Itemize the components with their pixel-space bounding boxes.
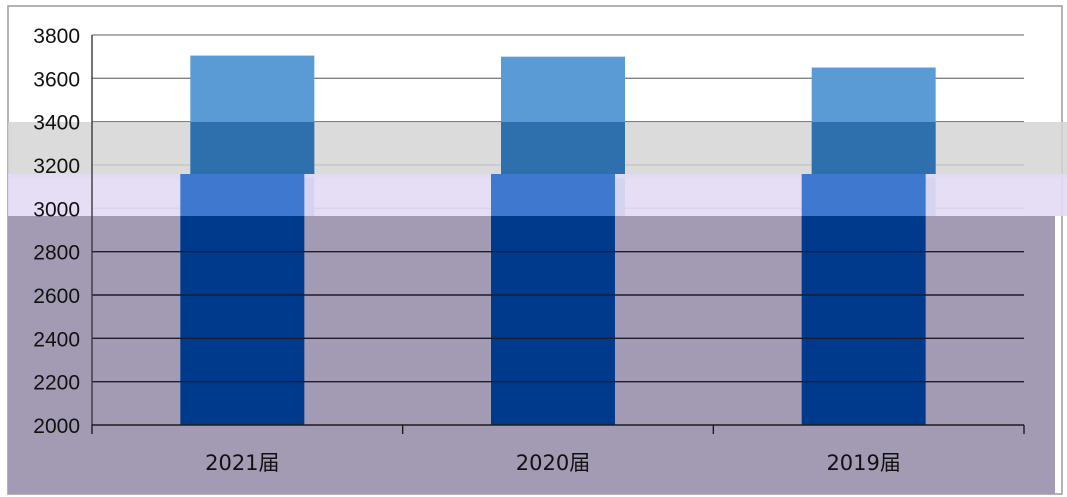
x-tick-label: 2019届 (826, 451, 900, 475)
bar-shade (180, 216, 305, 425)
bar-shade (801, 216, 926, 425)
x-tick-label: 2020届 (516, 451, 590, 475)
y-tick-label: 2200 (33, 372, 80, 395)
bar-shade (491, 216, 615, 425)
bar-shade (801, 174, 926, 216)
bar-shade (180, 174, 305, 216)
y-tick-label: 2600 (33, 285, 80, 308)
y-tick-label: 2400 (33, 328, 80, 351)
y-tick-label: 3400 (33, 112, 80, 135)
bar-shade (811, 122, 936, 174)
y-tick-label: 2000 (33, 415, 80, 438)
y-tick-label: 3000 (33, 198, 80, 221)
y-tick-label: 3800 (33, 25, 80, 48)
y-tick-label: 3200 (33, 155, 80, 178)
bar-shade (491, 174, 615, 216)
overlays (8, 122, 1067, 494)
y-tick-label: 2800 (33, 242, 80, 265)
axes (91, 35, 1025, 434)
bar-shade (501, 122, 625, 174)
y-tick-label: 3600 (33, 68, 80, 91)
bar-shade (190, 122, 315, 174)
x-tick-label: 2021届 (205, 451, 279, 475)
axis-labels: 2000 2200 2400 2600 2800 3000 3200 3400 3600 3800… (33, 25, 901, 475)
